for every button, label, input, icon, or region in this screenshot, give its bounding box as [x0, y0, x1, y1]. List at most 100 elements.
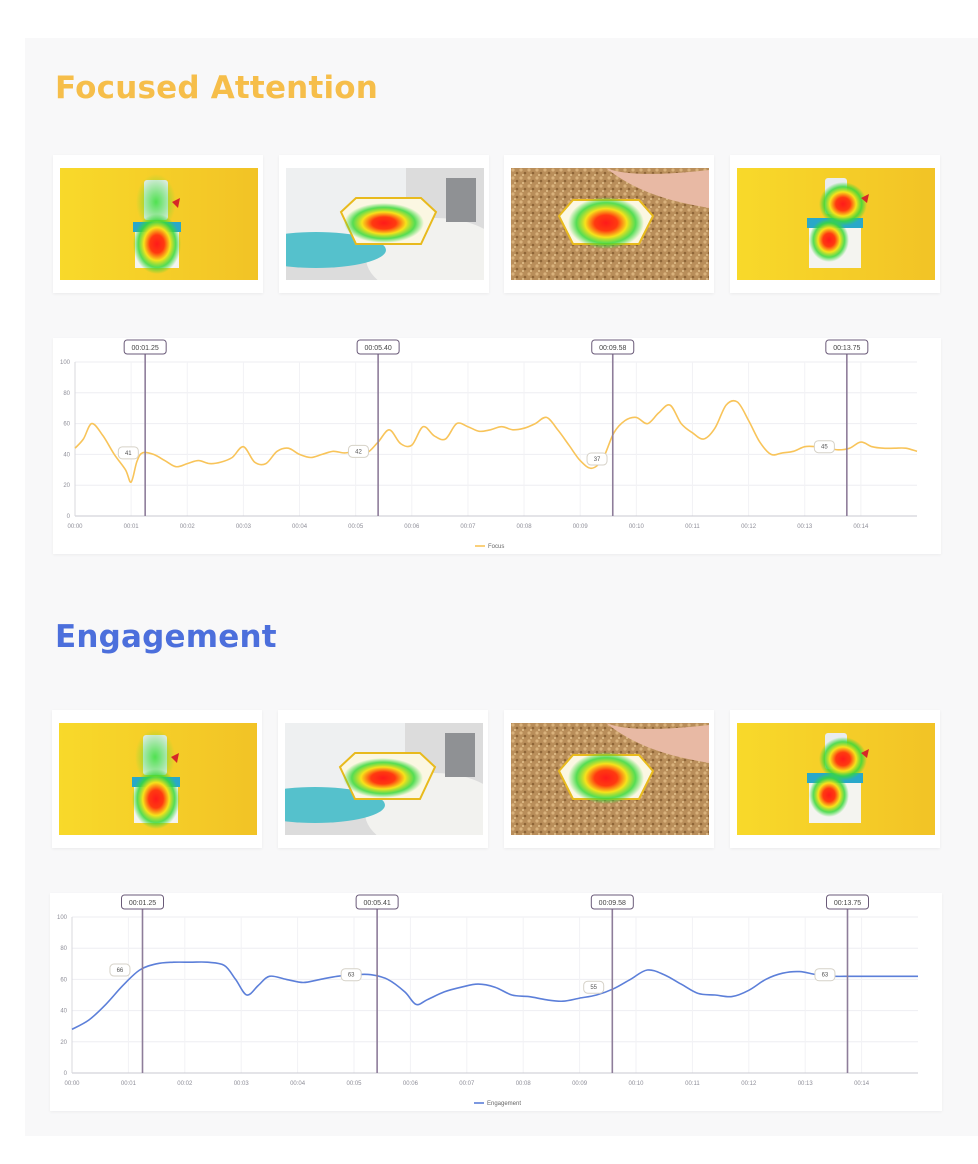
- time-marker-label: 00:05.41: [363, 900, 390, 907]
- x-tick-label: 00:05: [348, 524, 364, 530]
- x-tick-label: 00:10: [629, 524, 645, 530]
- x-tick-label: 00:03: [236, 524, 252, 530]
- y-tick-label: 20: [60, 1040, 67, 1046]
- series-line: [74, 399, 918, 483]
- value-label: 63: [348, 973, 355, 979]
- heatmap-image: [59, 723, 257, 835]
- time-marker-box: [356, 339, 400, 355]
- time-marker-box: [826, 894, 869, 910]
- value-label: 45: [821, 445, 828, 451]
- x-tick-label: 00:12: [741, 1081, 757, 1087]
- x-tick-label: 00:11: [685, 524, 700, 530]
- y-tick-label: 0: [67, 514, 71, 520]
- heatmap-image: [511, 723, 709, 835]
- value-label-box: [340, 968, 362, 982]
- heatmap-thumbnail-7[interactable]: [504, 710, 714, 848]
- x-tick-label: 00:01: [121, 1081, 137, 1087]
- time-marker-label: 00:01.25: [132, 345, 159, 352]
- x-tick-label: 00:00: [64, 1081, 80, 1087]
- x-tick-label: 00:08: [516, 1081, 532, 1087]
- x-tick-label: 00:07: [460, 524, 476, 530]
- value-label-box: [586, 452, 608, 466]
- value-label: 66: [117, 968, 124, 974]
- y-tick-label: 80: [60, 946, 67, 952]
- x-tick-label: 00:03: [234, 1081, 250, 1087]
- time-marker-box: [123, 339, 167, 355]
- engagement-line-chart: 0 20 40 60 80 100 00:00 00:01 00:02 00:03 00:04 00:…: [50, 893, 942, 1111]
- time-marker-label: 00:13.75: [834, 900, 861, 907]
- time-marker-label: 00:01.25: [129, 900, 156, 907]
- time-marker-box: [355, 894, 399, 910]
- series-line: [71, 961, 918, 1031]
- x-tick-label: 00:00: [67, 524, 83, 530]
- x-tick-label: 00:10: [628, 1081, 644, 1087]
- x-tick-label: 00:04: [290, 1081, 306, 1087]
- y-tick-label: 80: [63, 391, 70, 397]
- time-marker-box: [591, 339, 635, 355]
- chart-svg: 0 20 40 60 80 100 00:00 00:01 00:02 00:03 00:04 00:…: [60, 339, 918, 550]
- value-label-box: [814, 968, 836, 982]
- x-tick-label: 00:09: [572, 1081, 588, 1087]
- value-label-box: [583, 980, 605, 994]
- value-label: 55: [590, 985, 597, 991]
- x-tick-label: 00:14: [854, 1081, 870, 1087]
- x-tick-label: 00:01: [124, 524, 140, 530]
- value-label-box: [347, 444, 369, 458]
- x-tick-label: 00:12: [741, 524, 757, 530]
- x-tick-label: 00:13: [797, 524, 813, 530]
- x-tick-label: 00:14: [853, 524, 869, 530]
- focus-line-chart: 0 20 40 60 80 100 00:00 00:01 00:02 00:03 00:04 00:…: [53, 338, 941, 554]
- heatmap-image: [737, 168, 935, 280]
- x-tick-label: 00:08: [517, 524, 533, 530]
- heatmap-image: [511, 168, 709, 280]
- y-tick-label: 0: [64, 1071, 68, 1077]
- section-title-focused-attention: Focused Attention: [55, 70, 379, 106]
- x-tick-label: 00:13: [798, 1081, 814, 1087]
- x-tick-label: 00:02: [177, 1081, 193, 1087]
- section-title-engagement: Engagement: [55, 619, 277, 655]
- time-marker-label: 00:13.75: [833, 345, 860, 352]
- value-label: 42: [355, 449, 362, 455]
- heatmap-image: [285, 723, 483, 835]
- value-label: 37: [594, 457, 601, 463]
- heatmap-image: [737, 723, 935, 835]
- chart-svg: 0 20 40 60 80 100 00:00 00:01 00:02 00:03 00:04 00:…: [57, 894, 918, 1107]
- x-tick-label: 00:09: [573, 524, 589, 530]
- x-tick-label: 00:04: [292, 524, 308, 530]
- heatmap-thumbnail-5[interactable]: [52, 710, 262, 848]
- heatmap-thumbnail-8[interactable]: [730, 710, 940, 848]
- time-marker-box: [121, 894, 164, 910]
- y-tick-label: 100: [57, 915, 68, 921]
- time-marker-label: 00:05.40: [364, 345, 391, 352]
- heatmap-thumbnail-1[interactable]: [53, 155, 263, 293]
- y-tick-label: 100: [60, 360, 71, 366]
- x-tick-label: 00:05: [346, 1081, 362, 1087]
- x-tick-label: 00:06: [403, 1081, 419, 1087]
- value-label-box: [813, 440, 835, 454]
- y-tick-label: 20: [63, 483, 70, 489]
- heatmap-image: [286, 168, 484, 280]
- x-tick-label: 00:11: [685, 1081, 700, 1087]
- value-label: 41: [125, 451, 132, 457]
- x-tick-label: 00:06: [404, 524, 420, 530]
- y-tick-label: 60: [60, 977, 67, 983]
- value-label-box: [109, 963, 131, 977]
- heatmap-thumbnail-6[interactable]: [278, 710, 488, 848]
- heatmap-thumbnail-3[interactable]: [504, 155, 714, 293]
- y-tick-label: 60: [63, 422, 70, 428]
- value-label-box: [117, 446, 139, 460]
- legend-label: Engagement: [487, 1101, 521, 1107]
- x-tick-label: 00:02: [180, 524, 196, 530]
- heatmap-image: [60, 168, 258, 280]
- y-tick-label: 40: [63, 452, 70, 458]
- time-marker-label: 00:09.58: [599, 345, 626, 352]
- y-tick-label: 40: [60, 1009, 67, 1015]
- x-tick-label: 00:07: [459, 1081, 475, 1087]
- heatmap-thumbnail-4[interactable]: [730, 155, 940, 293]
- value-label: 63: [822, 973, 829, 979]
- time-marker-box: [825, 339, 869, 355]
- time-marker-label: 00:09.58: [599, 900, 626, 907]
- time-marker-box: [590, 894, 634, 910]
- heatmap-thumbnail-2[interactable]: [279, 155, 489, 293]
- legend-label: Focus: [488, 544, 504, 550]
